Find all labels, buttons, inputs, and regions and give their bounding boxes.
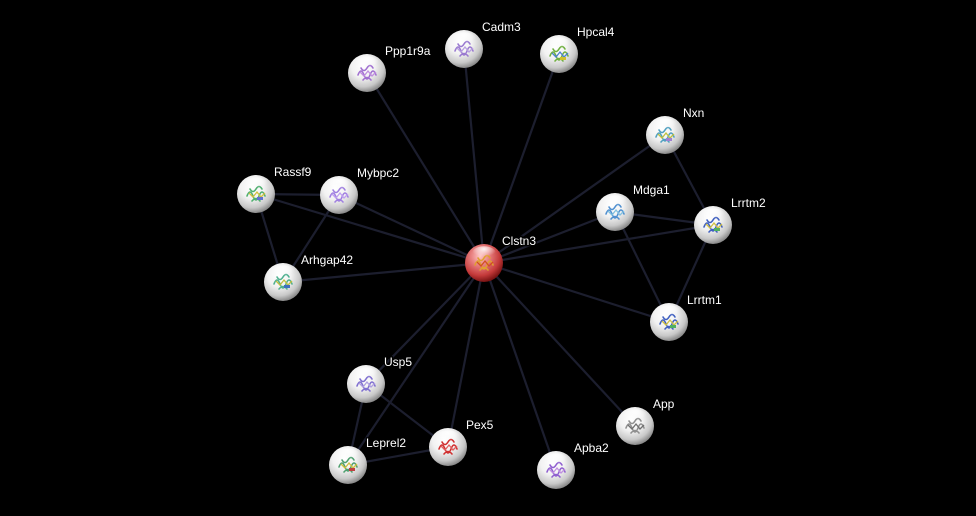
node-label: App (653, 397, 675, 411)
protein-structure-icon (705, 221, 723, 229)
node-cadm3[interactable]: Cadm3 (445, 19, 522, 68)
node-layer: Clstn3 Ppp1r9a Cadm3 Hpcal4 Nxn Mdga1 Lrrtm2 Ra… (237, 19, 767, 489)
node-label: Nxn (683, 106, 704, 120)
node-hpcal4[interactable]: Hpcal4 (540, 24, 616, 73)
protein-structure-icon (248, 190, 266, 198)
edge-clstn3-mybpc2 (338, 194, 485, 264)
node-highlight (271, 265, 295, 279)
protein-structure-icon (284, 285, 290, 288)
node-apba2[interactable]: Apba2 (537, 440, 610, 489)
edge-clstn3-lrrtm1 (483, 261, 670, 324)
node-arhgap42[interactable]: Arhgap42 (264, 252, 355, 301)
node-highlight (547, 37, 571, 51)
node-label: Pex5 (466, 418, 494, 432)
protein-structure-icon (331, 191, 349, 199)
node-highlight (452, 32, 476, 46)
protein-structure-icon (349, 468, 355, 471)
node-pex5[interactable]: Pex5 (429, 417, 495, 466)
node-label: Apba2 (574, 441, 609, 455)
edge-clstn3-mdga1 (483, 210, 616, 265)
protein-structure-icon (627, 422, 645, 430)
edge-clstn3-pex5 (446, 262, 486, 448)
protein-structure-icon (607, 208, 625, 216)
node-label: Rassf9 (274, 165, 312, 179)
protein-structure-icon (551, 50, 569, 58)
node-label: Clstn3 (502, 234, 536, 248)
node-label: Usp5 (384, 355, 412, 369)
node-app[interactable]: App (616, 396, 676, 445)
node-label: Arhgap42 (301, 253, 353, 267)
edge-clstn3-nxn (483, 134, 666, 264)
node-highlight (327, 178, 351, 192)
node-leprel2[interactable]: Leprel2 (329, 435, 408, 484)
protein-structure-icon (670, 325, 676, 328)
node-label: Leprel2 (366, 436, 406, 450)
protein-structure-icon (661, 318, 679, 326)
edge-clstn3-app (483, 262, 636, 427)
protein-structure-icon (456, 45, 474, 53)
node-highlight (603, 195, 627, 209)
node-usp5[interactable]: Usp5 (347, 354, 414, 403)
node-ppp1r9a[interactable]: Ppp1r9a (348, 43, 432, 92)
edge-clstn3-arhgap42 (282, 261, 485, 284)
protein-structure-icon (666, 138, 672, 141)
node-highlight (472, 246, 496, 260)
protein-structure-icon (714, 228, 720, 231)
node-label: Lrrtm1 (687, 293, 722, 307)
node-label: Hpcal4 (577, 25, 615, 39)
node-clstn3[interactable]: Clstn3 (465, 233, 538, 282)
node-label: Cadm3 (482, 20, 521, 34)
protein-structure-icon (476, 259, 494, 267)
edge-clstn3-lrrtm2 (483, 223, 714, 265)
node-lrrtm1[interactable]: Lrrtm1 (650, 292, 723, 341)
node-label: Ppp1r9a (385, 44, 431, 58)
protein-structure-icon (560, 57, 566, 60)
protein-structure-icon (440, 443, 458, 451)
node-highlight (653, 118, 677, 132)
node-mybpc2[interactable]: Mybpc2 (320, 165, 401, 214)
node-highlight (544, 453, 568, 467)
node-label: Lrrtm2 (731, 196, 766, 210)
edge-clstn3-apba2 (482, 262, 558, 471)
node-nxn[interactable]: Nxn (646, 105, 706, 154)
node-label: Mybpc2 (357, 166, 399, 180)
node-rassf9[interactable]: Rassf9 (237, 164, 313, 213)
node-highlight (657, 305, 681, 319)
edge-clstn3-hpcal4 (482, 53, 561, 264)
protein-structure-icon (340, 461, 358, 469)
node-highlight (354, 367, 378, 381)
edge-mdga1-lrrtm1 (614, 211, 670, 323)
edge-clstn3-leprel2 (347, 262, 485, 466)
node-highlight (336, 448, 360, 462)
node-highlight (244, 177, 268, 191)
node-label: Mdga1 (633, 183, 670, 197)
edge-clstn3-usp5 (365, 262, 485, 385)
edge-clstn3-rassf9 (255, 192, 485, 265)
node-highlight (436, 430, 460, 444)
node-mdga1[interactable]: Mdga1 (596, 182, 671, 231)
node-lrrtm2[interactable]: Lrrtm2 (694, 195, 767, 244)
node-highlight (701, 208, 725, 222)
protein-structure-icon (548, 466, 566, 474)
edge-clstn3-cadm3 (462, 48, 486, 264)
protein-structure-icon (257, 197, 263, 200)
node-highlight (355, 56, 379, 70)
protein-structure-icon (275, 278, 293, 286)
protein-structure-icon (657, 131, 675, 139)
edge-clstn3-ppp1r9a (366, 72, 485, 264)
protein-structure-icon (358, 380, 376, 388)
protein-structure-icon (359, 69, 377, 77)
node-highlight (623, 409, 647, 423)
